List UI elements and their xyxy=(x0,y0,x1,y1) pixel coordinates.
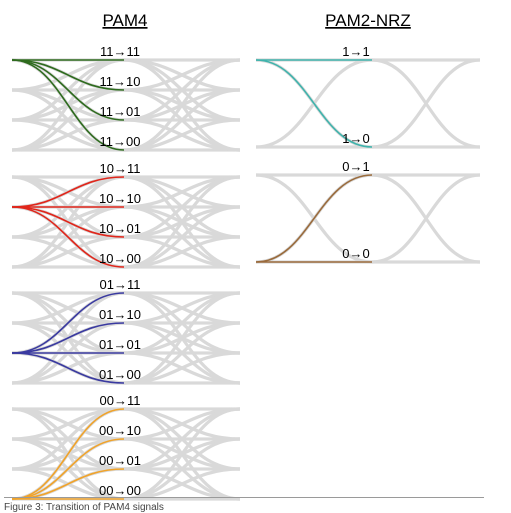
pam4-title: PAM4 xyxy=(102,11,147,30)
pam4-transition-curve xyxy=(11,59,125,151)
pam4-transition-label: 00→10 xyxy=(99,423,141,438)
pam4-transition-curve xyxy=(11,292,125,354)
panels-group: 11→11 11→10 11→01 11→00 10→11 10→10 10→01 10→00… xyxy=(11,44,481,501)
pam4-transition-label: 10→10 xyxy=(99,191,141,206)
pam4-transition-label: 01→11 xyxy=(100,277,141,292)
pam4-transition-curve xyxy=(11,322,125,354)
pam4-transition-label: 00→00 xyxy=(99,483,141,498)
pam4-transition-label: 00→01 xyxy=(99,453,141,468)
nrz-title: PAM2-NRZ xyxy=(325,11,411,30)
pam4-transition-label: 10→01 xyxy=(99,221,141,236)
pam4-transition-label: 11→01 xyxy=(100,104,141,119)
pam4-transition-label: 01→10 xyxy=(99,307,141,322)
nrz-transition-label: 0→1 xyxy=(342,159,369,174)
caption-divider xyxy=(4,497,484,498)
nrz-transition-curve xyxy=(255,59,373,148)
pam4-transition-curve xyxy=(11,352,125,384)
eye-transition-trace xyxy=(123,351,241,385)
pam4-transition-curve xyxy=(11,59,125,91)
pam4-transition-label: 00→11 xyxy=(100,393,141,408)
pam4-panel-from-10: 10→11 10→10 10→01 10→00 xyxy=(11,161,241,269)
pam4-transition-curve xyxy=(11,59,125,121)
pam4-transition-curve xyxy=(11,206,125,268)
nrz-panel-from-1: 1→1 1→0 xyxy=(255,44,481,149)
nrz-transition-label: 1→1 xyxy=(342,44,369,59)
pam4-panel-from-00: 00→11 00→10 00→01 00→00 xyxy=(11,393,241,501)
nrz-transition-curve xyxy=(255,174,373,263)
figure-caption: Figure 3: Transition of PAM4 signals xyxy=(4,502,164,513)
eye-transition-trace xyxy=(11,235,125,269)
eye-transition-trace xyxy=(11,118,125,152)
pam4-transition-label: 10→11 xyxy=(100,161,141,176)
eye-transition-trace xyxy=(371,58,481,149)
pam4-transition-label: 11→00 xyxy=(100,134,141,149)
pam4-panel-from-01: 01→11 01→10 01→01 01→00 xyxy=(11,277,241,385)
eye-transition-trace xyxy=(123,118,241,152)
nrz-transition-label: 1→0 xyxy=(342,131,369,146)
eye-transition-trace xyxy=(123,235,241,269)
pam4-transition-label: 11→11 xyxy=(100,44,140,59)
pam4-panel-from-11: 11→11 11→10 11→01 11→00 xyxy=(11,44,241,152)
pam4-transition-curve xyxy=(11,408,125,500)
pam4-transition-curve xyxy=(11,438,125,500)
pam4-transition-label: 10→00 xyxy=(99,251,141,266)
pam4-transition-curve xyxy=(11,206,125,238)
nrz-panel-from-0: 0→1 0→0 xyxy=(255,159,481,264)
pam4-transition-label: 11→10 xyxy=(100,74,141,89)
pam4-transition-label: 01→01 xyxy=(99,337,141,352)
eye-transition-trace xyxy=(371,173,481,264)
pam4-transition-label: 01→00 xyxy=(99,367,141,382)
pam4-transition-curve xyxy=(11,176,125,208)
nrz-transition-label: 0→0 xyxy=(342,246,369,261)
